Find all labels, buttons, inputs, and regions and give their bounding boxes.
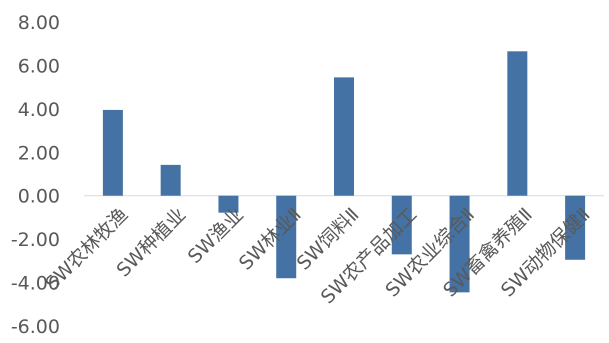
bar — [391, 195, 412, 255]
y-tick-label: 4.00 — [18, 99, 60, 121]
y-tick-label: 8.00 — [18, 12, 60, 34]
bar — [218, 195, 239, 213]
bar-series — [102, 51, 586, 293]
y-tick-label: 6.00 — [18, 55, 60, 77]
bar — [565, 195, 586, 260]
bar — [102, 109, 123, 196]
y-tick-label: 2.00 — [18, 142, 60, 164]
y-tick-label: -2.00 — [11, 229, 60, 251]
y-axis: 8.00 6.00 4.00 2.00 0.00 -2.00 -4.00 -6.00 — [11, 12, 60, 338]
bar — [507, 51, 528, 196]
bar — [160, 164, 181, 196]
bar — [276, 195, 297, 279]
y-tick-label: -4.00 — [11, 273, 60, 295]
x-axis: SW农林牧渔SW种植业SW渔业SW林业ⅡSW饲料ⅡSW农产品加工SW农业综合ⅡS… — [41, 204, 594, 309]
bar — [334, 77, 354, 196]
y-tick-label: -6.00 — [11, 316, 60, 338]
y-tick-label: 0.00 — [18, 186, 60, 208]
bar — [449, 195, 470, 293]
